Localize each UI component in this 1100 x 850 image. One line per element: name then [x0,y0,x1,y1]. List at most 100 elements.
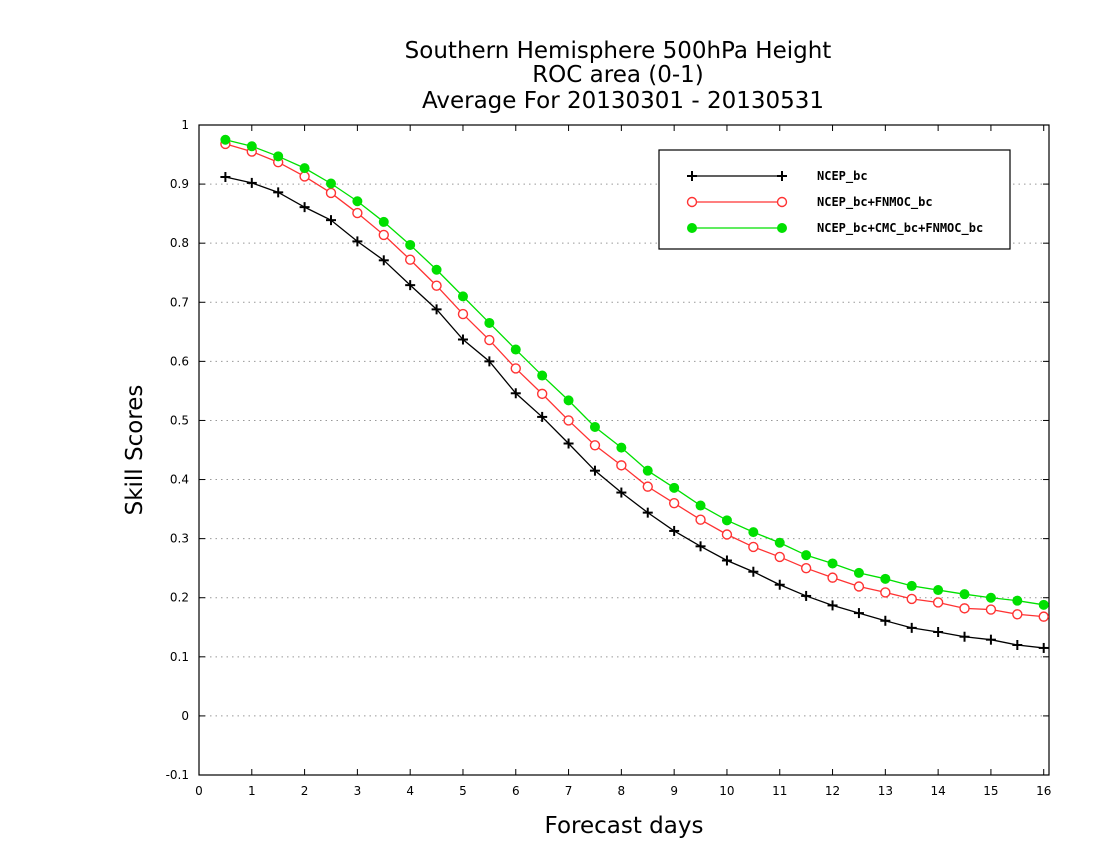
x-tick-label: 15 [983,784,998,798]
y-tick-label: 0.5 [170,413,189,427]
data-point [985,592,996,603]
data-point [669,482,680,493]
data-point [853,608,864,619]
data-point [959,589,970,600]
legend-marker [777,223,787,233]
data-point [880,573,891,584]
x-tick-label: 9 [670,784,678,798]
data-point [748,527,759,538]
x-tick-label: 16 [1036,784,1051,798]
data-point [352,196,363,207]
y-tick-label: 0.4 [170,473,189,487]
data-point [1038,611,1049,622]
data-point [959,631,970,642]
data-point [510,388,521,399]
x-tick-label: 8 [618,784,626,798]
y-axis-title: Skill Scores [122,385,148,516]
legend-label: NCEP_bc+CMC_bc+FNMOC_bc [817,221,983,236]
plot-frame [198,124,1050,776]
data-point [748,541,759,553]
data-point [933,585,944,596]
data-point [537,411,548,422]
data-point [457,291,468,302]
legend-box [658,149,1011,250]
data-point [325,187,337,199]
data-point [325,178,336,189]
data-point [669,525,680,536]
title-line-3: Average For 20130301 - 20130531 [422,88,824,114]
data-point [827,600,838,611]
data-point [695,541,706,552]
data-point [827,558,838,569]
legend-marker [687,171,697,181]
data-point [774,551,785,563]
x-tick-label: 4 [406,784,414,798]
x-tick-label: 6 [512,784,520,798]
data-point [748,566,759,577]
y-tick-label: 0.7 [170,295,189,309]
data-point [431,304,442,315]
y-tick-label: 0.9 [170,177,189,191]
data-point [1012,595,1023,606]
data-point [933,627,944,637]
data-point [537,370,548,381]
legend-marker [777,171,787,181]
data-point [721,515,732,526]
y-tick-label: 0.1 [170,650,189,664]
series-0 [220,172,1049,653]
x-tick-label: 1 [248,784,256,798]
data-point [616,460,627,471]
data-point [668,497,680,509]
series-2 [220,134,1049,610]
data-point [642,465,653,476]
data-point [405,239,416,250]
x-tick-label: 10 [719,784,734,798]
data-point [721,529,733,540]
data-point [484,334,495,346]
data-point [959,603,970,614]
data-point [325,215,336,226]
series-1 [220,138,1049,622]
legend-label: NCEP_bc+FNMOC_bc [817,195,933,210]
data-point [801,590,812,601]
data-point [906,593,917,605]
data-point [299,202,310,213]
data-point [378,255,389,266]
legend: NCEP_bc NCEP_bc+FNMOC_bc NCEP_bc+CMC_bc+FN… [658,149,1011,250]
legend-marker [776,196,788,208]
data-point [378,229,389,241]
data-point [721,555,732,566]
data-point [616,442,627,453]
legend-marker [686,196,698,208]
x-tick-label: 5 [459,784,467,798]
y-tick-label: 0.3 [170,532,189,546]
x-tick-label: 13 [878,784,893,798]
y-axis: -0.1 0 0.1 0.2 0.3 0.4 0.5 0.6 0.7 0.8 0.9 1 [166,118,1049,782]
data-point [563,415,574,426]
data-point [932,597,944,608]
legend-label: NCEP_bc [817,169,868,184]
x-axis-title: Forecast days [545,813,704,839]
data-point [880,587,891,598]
x-tick-label: 7 [565,784,573,798]
series-line [225,176,1044,649]
y-tick-label: 0.8 [170,236,189,250]
data-point [484,356,495,367]
data-point [378,216,389,227]
data-point [457,334,468,345]
data-point [431,280,442,291]
data-point [853,581,865,592]
data-point [1012,640,1023,650]
data-point [299,163,310,174]
data-point [801,550,812,561]
data-point [774,537,785,548]
data-point [220,134,231,145]
y-tick-label: 0.2 [170,591,189,605]
x-axis: 0 1 2 3 4 5 6 7 8 9 10 11 12 13 14 15 16 [195,125,1051,798]
data-point [906,580,917,591]
data-point [589,465,600,476]
data-point [1038,599,1049,610]
data-point [616,487,627,498]
data-point [273,187,284,198]
data-point [220,172,231,182]
